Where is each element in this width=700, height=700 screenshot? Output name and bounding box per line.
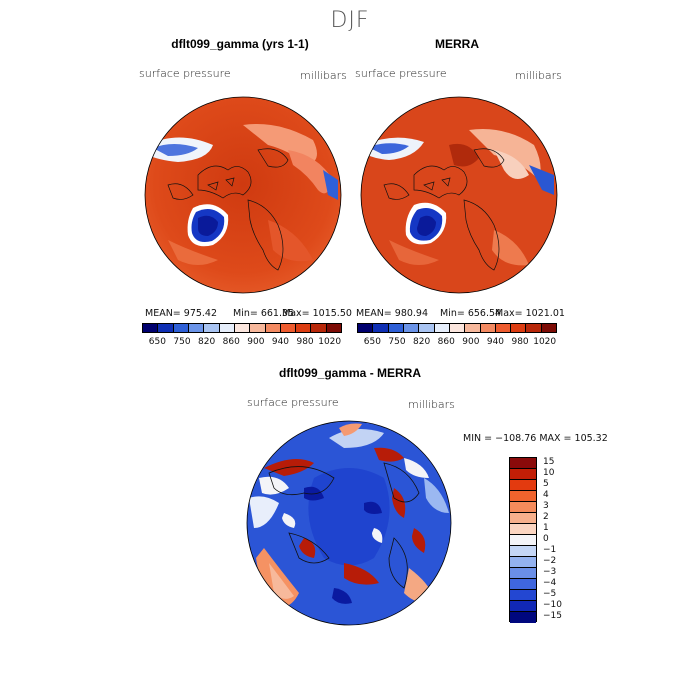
colorbar-swatch <box>510 590 536 601</box>
colorbar-swatch <box>510 546 536 557</box>
colorbar-swatch <box>511 324 527 332</box>
colorbar-swatch <box>510 535 536 546</box>
colorbar-swatch <box>495 324 512 332</box>
colorbar-swatch <box>419 324 435 332</box>
colorbar-swatch <box>510 601 536 612</box>
colorbar-swatch <box>510 557 536 568</box>
colorbar-swatch <box>510 579 536 590</box>
right-panel-title: MERRA <box>435 37 479 51</box>
colorbar-swatch <box>388 324 404 332</box>
colorbar-swatch <box>510 491 536 502</box>
left-mean: MEAN= 975.42 <box>145 308 218 319</box>
colorbar-swatch <box>311 324 327 332</box>
colorbar-swatch <box>403 324 420 332</box>
colorbar-swatch <box>510 469 536 480</box>
colorbar-tick-label: −15 <box>543 610 562 621</box>
right-polar-map <box>360 96 558 294</box>
diff-panel-title: dflt099_gamma - MERRA <box>278 366 422 380</box>
colorbar-tick-label: −10 <box>543 599 562 610</box>
diff-min-max: MIN = −108.76 MAX = 105.32 <box>463 433 608 444</box>
colorbar-swatch <box>373 324 389 332</box>
colorbar-swatch <box>434 324 450 332</box>
colorbar-swatch <box>296 324 312 332</box>
colorbar-tick-label: 1020 <box>533 337 557 347</box>
left-units-label: millibars <box>300 69 347 82</box>
colorbar-swatch <box>449 324 466 332</box>
colorbar-tick-label: −1 <box>543 544 557 555</box>
colorbar-tick-label: 1 <box>543 522 549 533</box>
colorbar-swatch <box>326 324 342 332</box>
colorbar-tick-label: −2 <box>543 555 557 566</box>
colorbar-swatch <box>510 480 536 491</box>
right-max: Max= 1021.01 <box>495 308 565 319</box>
colorbar-tick-label: −5 <box>543 588 557 599</box>
colorbar-tick-label: −4 <box>543 577 557 588</box>
colorbar-tick-label: 650 <box>363 337 381 347</box>
colorbar-swatch <box>526 324 542 332</box>
colorbar-tick-label: 980 <box>296 337 314 347</box>
colorbar-tick-label: 10 <box>543 467 555 478</box>
colorbar-swatch <box>465 324 481 332</box>
right-colorbar-labels: 650 750 820 860 900 940 980 1020 <box>357 337 557 349</box>
colorbar-tick-label: 0 <box>543 533 549 544</box>
right-colorbar <box>357 323 557 333</box>
colorbar-tick-label: 650 <box>148 337 166 347</box>
colorbar-swatch <box>204 324 220 332</box>
colorbar-tick-label: 5 <box>543 478 549 489</box>
colorbar-swatch <box>143 324 159 332</box>
colorbar-tick-label: 750 <box>173 337 191 347</box>
colorbar-tick-label: 4 <box>543 489 549 500</box>
colorbar-swatch <box>188 324 205 332</box>
left-colorbar-labels: 650 750 820 860 900 940 980 1020 <box>142 337 342 349</box>
colorbar-tick-label: 1020 <box>318 337 342 347</box>
right-mean: MEAN= 980.94 <box>356 308 429 319</box>
right-min: Min= 656.54 <box>440 308 502 319</box>
colorbar-tick-label: 750 <box>388 337 406 347</box>
diff-colorbar-labels: 15 10 5 4 3 2 1 0 −1 −2 −3 −4 −5 −10 −15 <box>541 457 581 622</box>
colorbar-swatch <box>510 612 536 623</box>
left-polar-map <box>144 96 342 294</box>
colorbar-swatch <box>510 458 536 469</box>
colorbar-tick-label: 820 <box>413 337 431 347</box>
colorbar-swatch <box>510 502 536 513</box>
colorbar-swatch <box>219 324 235 332</box>
colorbar-swatch <box>510 568 536 579</box>
right-units-label: millibars <box>515 69 562 82</box>
colorbar-swatch <box>510 524 536 535</box>
colorbar-tick-label: 860 <box>222 337 240 347</box>
colorbar-swatch <box>358 324 374 332</box>
colorbar-tick-label: 2 <box>543 511 549 522</box>
colorbar-swatch <box>280 324 297 332</box>
colorbar-swatch <box>265 324 281 332</box>
season-title: DJF <box>330 8 370 33</box>
colorbar-swatch <box>541 324 557 332</box>
left-min: Min= 661.35 <box>233 308 295 319</box>
left-max: Max= 1015.50 <box>282 308 352 319</box>
colorbar-swatch <box>250 324 266 332</box>
colorbar-tick-label: 860 <box>437 337 455 347</box>
colorbar-tick-label: 980 <box>511 337 529 347</box>
diff-polar-map <box>246 420 452 626</box>
colorbar-swatch <box>480 324 496 332</box>
left-panel-title: dflt099_gamma (yrs 1-1) <box>171 37 309 51</box>
colorbar-tick-label: −3 <box>543 566 557 577</box>
colorbar-swatch <box>158 324 174 332</box>
colorbar-tick-label: 15 <box>543 456 555 467</box>
colorbar-tick-label: 900 <box>247 337 265 347</box>
colorbar-tick-label: 900 <box>462 337 480 347</box>
colorbar-tick-label: 940 <box>271 337 290 347</box>
colorbar-swatch <box>234 324 251 332</box>
colorbar-swatch <box>510 513 536 524</box>
diff-colorbar <box>509 457 537 623</box>
left-variable-label: surface pressure <box>139 67 231 80</box>
diff-units-label: millibars <box>408 398 455 411</box>
left-colorbar <box>142 323 342 333</box>
right-variable-label: surface pressure <box>355 67 447 80</box>
colorbar-swatch <box>173 324 189 332</box>
colorbar-tick-label: 820 <box>198 337 216 347</box>
colorbar-tick-label: 3 <box>543 500 549 511</box>
diff-variable-label: surface pressure <box>247 396 339 409</box>
colorbar-tick-label: 940 <box>486 337 505 347</box>
